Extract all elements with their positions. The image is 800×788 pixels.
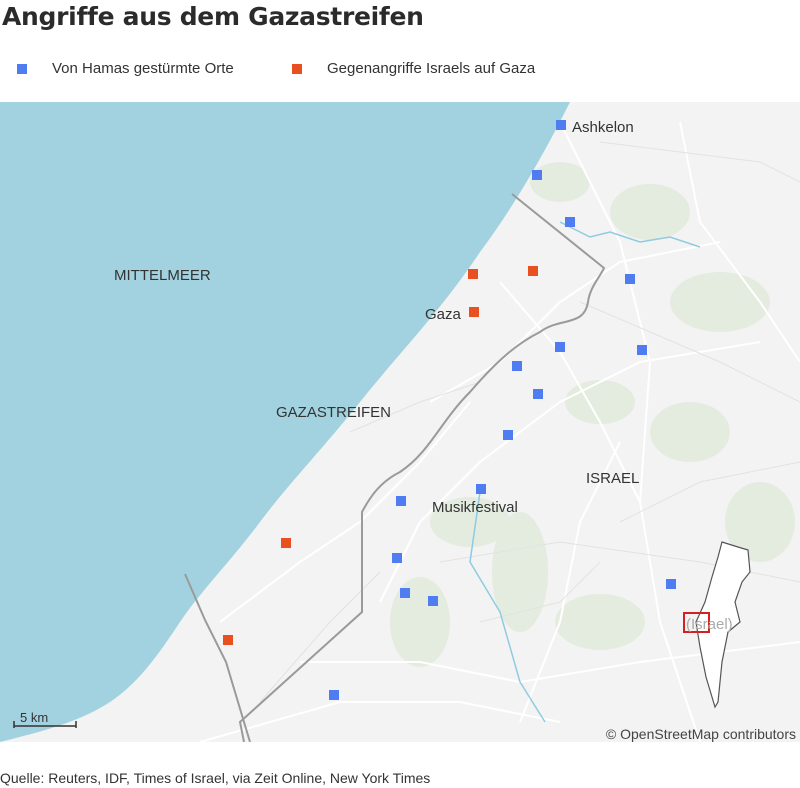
roads — [199, 121, 800, 742]
israel-markers — [223, 266, 538, 645]
sea — [0, 102, 570, 742]
map[interactable]: (Israel) MITTELMEER GAZASTREIFEN ISRAEL … — [0, 102, 800, 742]
hamas-marker — [556, 120, 566, 130]
hamas-marker — [625, 274, 635, 284]
scale-bar: 5 km — [13, 710, 77, 728]
label-ashkelon: Ashkelon — [572, 119, 634, 136]
scale-label: 5 km — [20, 710, 48, 725]
map-canvas: (Israel) MITTELMEER GAZASTREIFEN ISRAEL … — [0, 102, 800, 742]
hamas-marker — [329, 690, 339, 700]
label-gaza-strip: GAZASTREIFEN — [276, 404, 391, 421]
legend-item-israel: Gegenangriffe Israels auf Gaza — [292, 60, 535, 77]
river-south — [469, 491, 546, 723]
minor-roads — [259, 141, 800, 703]
legend-swatch-blue — [17, 63, 27, 74]
source-note: Quelle: Reuters, IDF, Times of Israel, v… — [0, 770, 431, 786]
hamas-marker — [428, 596, 438, 606]
israel-marker — [281, 538, 291, 548]
hamas-marker — [532, 170, 542, 180]
israel-marker — [528, 266, 538, 276]
hamas-marker — [637, 345, 647, 355]
hamas-marker — [476, 484, 486, 494]
legend: Von Hamas gestürmte Orte Gegenangriffe I… — [0, 60, 800, 82]
hamas-marker — [392, 553, 402, 563]
page-title: Angriffe aus dem Gazastreifen — [2, 2, 424, 31]
attribution: © OpenStreetMap contributors — [606, 726, 796, 742]
inset-locator-box — [683, 612, 710, 633]
israel-silhouette — [695, 541, 751, 709]
label-festival: Musikfestival — [432, 499, 518, 516]
label-israel: ISRAEL — [586, 470, 639, 487]
legend-label-hamas: Von Hamas gestürmte Orte — [52, 60, 234, 77]
gaza-border-east — [238, 193, 606, 742]
hamas-marker — [666, 579, 676, 589]
river-north — [559, 221, 701, 248]
vegetation-areas — [390, 162, 795, 667]
hamas-marker — [396, 496, 406, 506]
israel-marker — [468, 269, 478, 279]
label-sea: MITTELMEER — [114, 267, 211, 284]
label-gaza-city: Gaza — [425, 306, 462, 323]
israel-inset: (Israel) — [683, 541, 751, 709]
inset-label: (Israel) — [686, 616, 733, 633]
hamas-marker — [400, 588, 410, 598]
hamas-marker — [503, 430, 513, 440]
legend-label-israel: Gegenangriffe Israels auf Gaza — [327, 60, 536, 77]
hamas-marker — [533, 389, 543, 399]
israel-marker — [223, 635, 233, 645]
gaza-border-south — [184, 573, 251, 742]
hamas-marker — [565, 217, 575, 227]
hamas-marker — [512, 361, 522, 371]
legend-item-hamas: Von Hamas gestürmte Orte — [17, 60, 234, 77]
israel-marker — [469, 307, 479, 317]
hamas-markers — [329, 120, 676, 700]
legend-swatch-orange — [292, 63, 302, 74]
hamas-marker — [555, 342, 565, 352]
